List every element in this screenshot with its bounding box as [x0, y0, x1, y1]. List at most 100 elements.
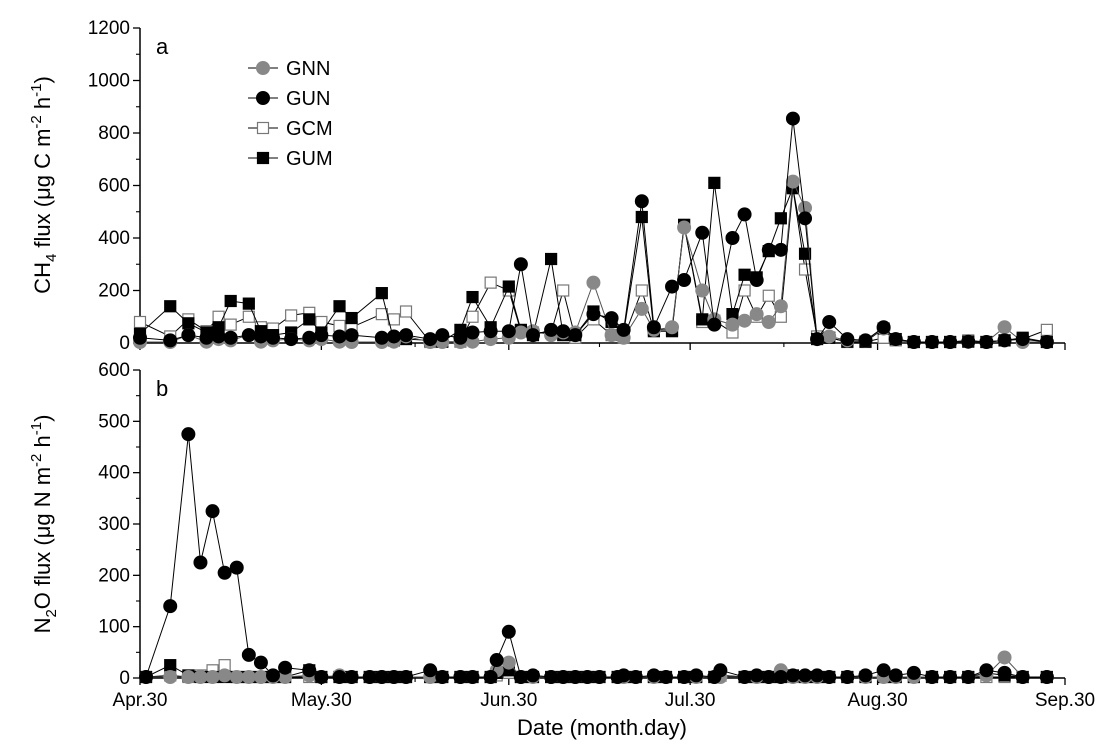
data-point-gcm — [285, 309, 298, 322]
data-point-gun — [628, 670, 643, 684]
data-point-gnn — [997, 650, 1012, 665]
series-gun — [133, 111, 1054, 349]
data-point-gun — [695, 225, 710, 240]
legend-marker — [256, 121, 270, 135]
data-point-gnn — [241, 670, 256, 684]
data-point-gun — [399, 670, 414, 684]
data-point-gun — [888, 668, 903, 683]
data-point-gun — [163, 333, 178, 348]
data-point-gun — [586, 307, 601, 322]
data-point-gnn — [822, 329, 837, 344]
data-point-gun — [616, 322, 631, 337]
y-tick-label: 400 — [98, 463, 130, 484]
data-point-gun — [253, 655, 268, 670]
data-point-gcm — [557, 284, 570, 297]
panel-label: a — [156, 34, 169, 59]
y-tick-label: 800 — [98, 123, 130, 144]
data-point-gnn — [695, 283, 710, 298]
y-tick-label: 0 — [119, 668, 130, 689]
data-point-gun — [906, 665, 921, 680]
data-point-gun — [513, 670, 528, 684]
data-point-gun — [604, 311, 619, 326]
data-point-gun — [525, 668, 540, 683]
data-point-gun — [798, 211, 813, 226]
data-point-gun — [525, 328, 540, 343]
data-point-gun — [616, 668, 631, 683]
data-point-gun — [858, 333, 873, 348]
y-tick-label: 200 — [98, 281, 130, 302]
data-point-gum — [164, 300, 177, 313]
panel-label: b — [156, 376, 168, 401]
y-tick-label: 0 — [119, 333, 130, 354]
series-gun — [139, 427, 1054, 684]
data-point-gum — [774, 212, 787, 225]
data-point-gun — [241, 647, 256, 662]
data-point-gnn — [253, 670, 268, 684]
data-point-gun — [1039, 670, 1054, 684]
data-point-gun — [785, 668, 800, 683]
data-point-gun — [979, 335, 994, 349]
data-point-gun — [199, 330, 214, 345]
data-point-gun — [211, 329, 226, 344]
data-point-gun — [489, 653, 504, 668]
x-tick-label: Apr.30 — [113, 690, 168, 711]
data-point-gun — [773, 242, 788, 257]
data-point-gum — [242, 297, 255, 310]
data-point-gun — [386, 329, 401, 344]
data-point-gun — [749, 668, 764, 683]
data-point-gun — [997, 333, 1012, 348]
data-point-gun — [465, 670, 480, 684]
data-point-gun — [840, 332, 855, 347]
data-point-gcm — [387, 313, 401, 326]
data-point-gun — [906, 335, 921, 349]
y-tick-label: 500 — [98, 411, 130, 432]
data-point-gun — [798, 668, 813, 683]
data-point-gun — [761, 242, 776, 257]
data-point-gnn — [749, 307, 764, 322]
data-point-gnn — [785, 174, 800, 189]
data-point-gum — [798, 247, 812, 260]
data-point-gun — [241, 328, 256, 343]
data-point-gnn — [997, 320, 1012, 335]
data-point-gun — [344, 670, 359, 684]
data-point-gcm — [133, 315, 147, 329]
data-point-gun — [810, 668, 825, 683]
data-point-gun — [423, 663, 438, 678]
data-point-gum — [635, 210, 648, 224]
data-point-gun — [761, 670, 776, 684]
data-point-gun — [658, 670, 673, 684]
data-point-gun — [876, 320, 891, 335]
legend-marker — [256, 151, 270, 165]
data-point-gum — [466, 290, 479, 304]
x-tick-label: Jun.30 — [480, 690, 537, 711]
panel-a: 0 200 400 600 800 1000 1200 a CH4 flux (μg C m-2… — [28, 18, 1066, 354]
data-point-gun — [943, 335, 958, 349]
data-point-gnn — [501, 655, 516, 670]
data-point-gun — [961, 334, 976, 349]
series-line-gun — [145, 434, 1047, 678]
data-point-gun — [568, 328, 583, 343]
data-point-gun — [961, 670, 976, 684]
series-gcm — [133, 182, 1053, 349]
data-point-gun — [253, 329, 268, 344]
y-axis-label: CH4 flux (μg C m-2 h-1) — [28, 76, 60, 294]
data-point-gun — [501, 324, 516, 339]
legend-label: GUM — [286, 148, 333, 170]
legend-marker — [256, 61, 270, 75]
y-tick-label: 600 — [98, 176, 130, 197]
data-point-gun — [888, 332, 903, 347]
series-line-gum — [139, 182, 1047, 343]
data-point-gun — [665, 279, 680, 294]
y-tick-label: 400 — [98, 228, 130, 249]
data-point-gcm — [224, 318, 237, 331]
data-point-gcm — [466, 310, 479, 323]
data-point-gun — [556, 670, 571, 684]
data-point-gun — [979, 663, 994, 678]
data-point-gun — [501, 624, 516, 639]
data-point-gun — [483, 670, 498, 684]
data-point-gnn — [229, 670, 244, 684]
data-point-gun — [677, 670, 692, 684]
data-point-gun — [544, 322, 559, 337]
y-tick-label: 1000 — [88, 71, 130, 92]
